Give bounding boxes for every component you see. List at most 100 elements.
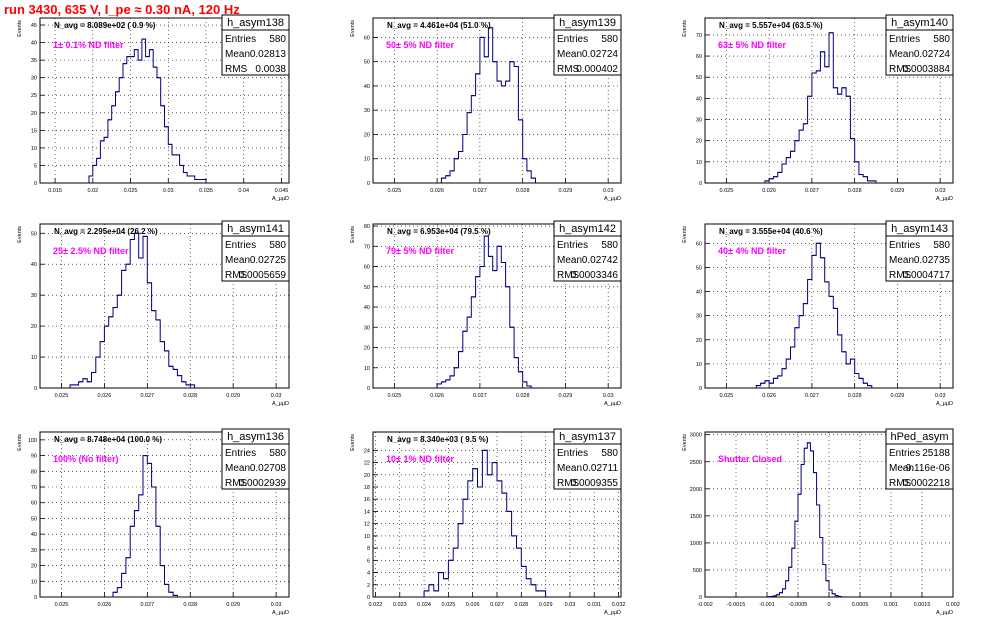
y-tick-label: 10 <box>31 146 37 152</box>
stat-label-rms: RMS <box>889 270 912 281</box>
y-tick-label: 0 <box>367 595 370 601</box>
x-tick-label: 0.026 <box>762 188 776 194</box>
x-tick-label: 0.027 <box>805 188 819 194</box>
x-tick-label: 0.015 <box>48 188 62 194</box>
x-tick-label: 0.025 <box>387 393 401 399</box>
x-tick-label: 0.026 <box>762 393 776 399</box>
x-tick-label: 0.028 <box>514 602 528 608</box>
y-tick-label: 50 <box>364 60 370 66</box>
stat-label-entries: Entries <box>889 34 920 45</box>
histogram-panel-h_asym142: 0.025 0.026 0.027 0.028 0.029 0.03 0 10 20 30 40 50… <box>350 220 622 407</box>
x-tick-label: 0.03 <box>565 602 576 608</box>
x-tick-label: 0.025 <box>719 393 733 399</box>
x-tick-label: 0.03 <box>271 393 282 399</box>
stats-box-frame <box>553 428 622 490</box>
stat-value-rms: 0.0038 <box>255 64 286 75</box>
stats-box: h_asym139 Entries 580 Mean 0.02724RMS0.00040… <box>553 14 622 76</box>
stat-value-entries: 580 <box>601 34 618 45</box>
x-tick-label: 0.031 <box>587 602 601 608</box>
y-tick-label: 0 <box>699 386 702 392</box>
stat-value-entries: 580 <box>269 448 286 459</box>
stats-box-frame <box>553 220 622 282</box>
y-tick-label: 10 <box>364 534 370 540</box>
stat-label-entries: Entries <box>889 448 920 459</box>
y-tick-label: 14 <box>364 509 370 515</box>
navg-label: N_avg = 8.340e+03 ( 9.5 %) <box>387 435 489 444</box>
y-tick-label: 25 <box>31 93 37 99</box>
stat-value-entries: 580 <box>933 34 950 45</box>
y-tick-label: 0 <box>699 181 702 187</box>
x-axis-title: A_μµD <box>604 610 621 616</box>
y-tick-label: 70 <box>31 485 37 491</box>
stat-value-rms: 0.0004717 <box>903 270 951 281</box>
histogram-name: hPed_asym <box>890 431 948 443</box>
histogram-panel-h_asym137: 0.022 0.023 0.024 0.025 0.026 0.027 0.028 0.029… <box>350 428 625 616</box>
y-tick-label: 16 <box>364 497 370 503</box>
stat-value-mean: 0.02711 <box>583 463 619 474</box>
x-tick-label: 0.001 <box>884 602 898 608</box>
filter-label: 25± 2.5% ND filter <box>53 246 129 256</box>
x-axis-title: A_μµD <box>272 610 289 616</box>
navg-label: N_avg = 4.461e+04 (51.0 %) <box>387 21 491 30</box>
x-axis-title: A_μµD <box>272 196 289 202</box>
x-tick-label: 0.03 <box>935 393 946 399</box>
histogram-panel-h_asym141: 0.025 0.026 0.027 0.028 0.029 0.03 0 10 20 30 40 50… <box>17 220 290 407</box>
x-axis-title: A_μµD <box>936 196 953 202</box>
x-axis-title: A_μµD <box>272 401 289 407</box>
x-tick-label: 0 <box>827 602 830 608</box>
histogram-panel-h_asym140: 0.025 0.026 0.027 0.028 0.029 0.03 0 10 20 30 40 50… <box>682 14 954 202</box>
stats-box: h_asym142 Entries 580 Mean 0.02742RMS0.00033… <box>553 220 622 282</box>
stat-label-rms: RMS <box>557 270 580 281</box>
y-tick-label: 2500 <box>690 460 702 466</box>
x-tick-label: -0.0015 <box>727 602 746 608</box>
y-tick-label: 22 <box>364 461 370 467</box>
stats-box: h_asym140 Entries 580 Mean 0.02724RMS0.00038… <box>885 14 954 76</box>
x-tick-label: 0.03 <box>935 188 946 194</box>
histogram-name: h_asym137 <box>559 431 616 443</box>
x-tick-label: -0.002 <box>697 602 713 608</box>
stats-box-frame <box>221 428 290 490</box>
stat-label-mean: Mean <box>889 49 914 60</box>
y-tick-label: 20 <box>364 346 370 352</box>
y-tick-label: 2 <box>367 583 370 589</box>
y-tick-label: 0 <box>367 386 370 392</box>
x-tick-label: 0.029 <box>559 188 573 194</box>
x-tick-label: 0.03 <box>603 393 614 399</box>
x-tick-label: 0.029 <box>226 393 240 399</box>
filter-label: 63± 5% ND filter <box>718 40 786 50</box>
y-tick-label: 1500 <box>690 514 702 520</box>
filter-label: 1± 0.1% ND filter <box>53 40 124 50</box>
y-tick-label: 30 <box>31 293 37 299</box>
y-tick-label: 20 <box>31 324 37 330</box>
filter-label: Shutter Closed <box>718 454 782 464</box>
x-tick-label: 0.0015 <box>914 602 931 608</box>
navg-label: N_avg = 8.089e+02 ( 0.9 %) <box>54 21 156 30</box>
y-tick-label: 10 <box>364 366 370 372</box>
stat-label-mean: Mean <box>889 463 914 474</box>
y-tick-label: 100 <box>28 438 37 444</box>
x-tick-label: 0.04 <box>238 188 249 194</box>
stat-label-entries: Entries <box>557 34 588 45</box>
y-tick-label: 500 <box>693 568 702 574</box>
histogram-panel-h_asym143: 0.025 0.026 0.027 0.028 0.029 0.03 0 10 20 30 40 50… <box>682 220 954 407</box>
histogram-panel-h_asym136: 0.025 0.026 0.027 0.028 0.029 0.03 0 10 20 30 40 50… <box>17 428 290 616</box>
stat-value-mean: 0.02724 <box>914 49 951 60</box>
y-axis-title: Events <box>350 434 356 451</box>
y-tick-label: 20 <box>364 132 370 138</box>
histogram-panel-hPed_asym: -0.002 -0.0015 -0.001 -0.0005 0 0.0005 0.001 0.… <box>682 428 960 616</box>
y-tick-label: 45 <box>31 23 37 29</box>
x-tick-label: 0.03 <box>271 602 282 608</box>
x-tick-label: 0.027 <box>805 393 819 399</box>
y-axis-title: Events <box>17 226 23 243</box>
stat-label-rms: RMS <box>225 64 248 75</box>
stat-value-rms: 0.0002939 <box>239 478 287 489</box>
stat-label-rms: RMS <box>557 478 580 489</box>
x-tick-label: 0.025 <box>387 188 401 194</box>
x-tick-label: -0.0005 <box>789 602 808 608</box>
stat-value-mean: 0.02725 <box>250 255 287 266</box>
y-tick-label: 40 <box>31 532 37 538</box>
stat-label-rms: RMS <box>889 64 912 75</box>
y-tick-label: 30 <box>31 548 37 554</box>
stat-label-rms: RMS <box>225 478 248 489</box>
